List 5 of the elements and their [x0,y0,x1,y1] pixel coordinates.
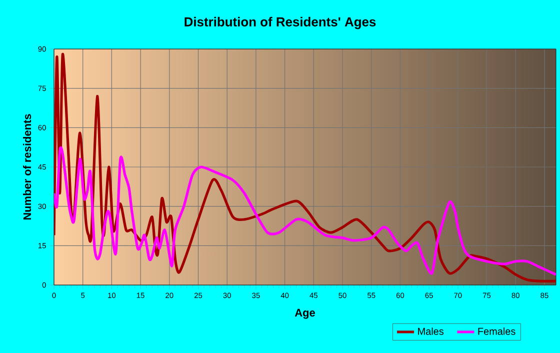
x-axis-title: Age [294,308,315,319]
chart-title: Distribution of Residents' Ages [184,16,376,30]
legend-label: Males [418,328,444,335]
legend-label: Females [478,328,516,335]
y-axis-title: Number of residents [23,114,32,220]
